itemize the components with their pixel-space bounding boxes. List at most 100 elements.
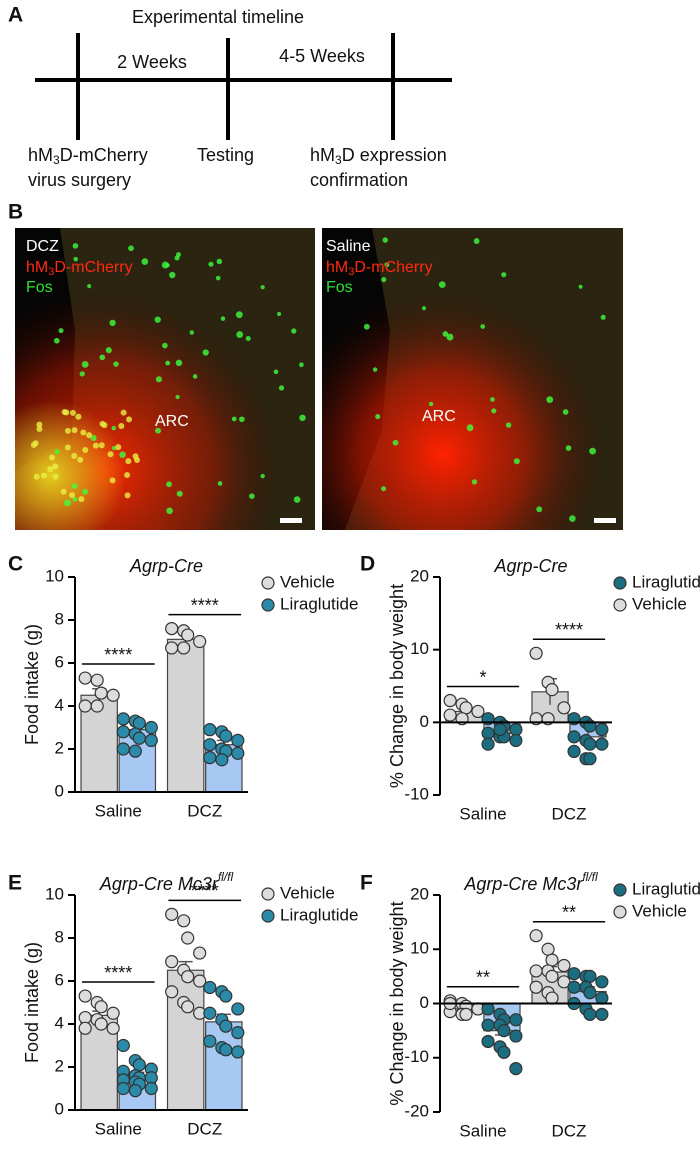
chart-title: Agrp-Cre xyxy=(129,556,203,576)
cell xyxy=(71,452,78,459)
cell xyxy=(215,275,221,281)
text: hM xyxy=(310,145,335,165)
scale-bar xyxy=(594,518,616,523)
y-tick-label: 8 xyxy=(55,927,64,946)
cell xyxy=(536,506,543,513)
y-axis-label: Food intake (g) xyxy=(22,942,42,1063)
data-point xyxy=(132,731,146,745)
legend-swatch xyxy=(261,576,275,590)
data-point xyxy=(595,737,609,751)
cell xyxy=(490,397,495,402)
text: Agrp-Cre xyxy=(493,556,567,576)
significance-label: **** xyxy=(104,963,132,983)
data-point xyxy=(509,733,523,748)
data-point xyxy=(203,980,217,995)
cell xyxy=(111,445,117,451)
cell xyxy=(505,422,512,428)
data-point xyxy=(567,730,581,744)
data-point xyxy=(231,1025,245,1040)
data-point xyxy=(509,1061,523,1076)
cell xyxy=(169,271,176,279)
data-point xyxy=(177,914,191,928)
cell xyxy=(501,272,507,278)
cell xyxy=(174,255,180,261)
data-point xyxy=(545,969,559,983)
data-point xyxy=(193,974,207,988)
legend-swatch xyxy=(261,909,275,923)
cell xyxy=(33,473,40,480)
cell xyxy=(120,409,127,416)
legend-swatch xyxy=(613,883,627,897)
cell xyxy=(124,471,131,478)
data-point xyxy=(595,1007,609,1021)
event-label: hM3D-mCherry xyxy=(28,145,148,167)
data-point xyxy=(203,723,217,737)
cell xyxy=(87,284,92,289)
y-tick-label: 10 xyxy=(45,566,64,585)
cell xyxy=(239,416,245,423)
cell xyxy=(446,333,454,341)
cell xyxy=(299,414,306,422)
y-axis-label: % Change in body weight xyxy=(387,901,407,1105)
data-point xyxy=(116,1038,130,1053)
data-point xyxy=(144,720,158,735)
chart-title: Agrp-Cre Mc3rfl/fl xyxy=(463,870,598,894)
data-point xyxy=(94,686,108,700)
cell xyxy=(113,361,119,367)
cell xyxy=(473,238,480,244)
data-point xyxy=(116,1081,130,1096)
cell xyxy=(155,427,162,434)
significance-label: **** xyxy=(191,881,219,901)
data-point xyxy=(459,701,473,715)
data-point xyxy=(481,737,495,751)
data-point xyxy=(545,991,559,1005)
text: Agrp-Cre Mc3r xyxy=(463,874,583,894)
cell xyxy=(54,449,60,455)
legend-label: Liraglutide xyxy=(632,879,700,898)
cell xyxy=(154,316,161,323)
cell xyxy=(155,376,162,383)
cell xyxy=(293,496,301,503)
data-point xyxy=(78,671,92,685)
cell xyxy=(52,463,59,470)
data-point xyxy=(219,1019,233,1033)
cell xyxy=(111,425,117,431)
data-point xyxy=(116,742,130,756)
data-point xyxy=(557,701,571,715)
region-label: ARC xyxy=(155,413,189,430)
data-point xyxy=(144,733,158,748)
micrograph xyxy=(15,228,315,530)
cell xyxy=(75,413,82,420)
legend-swatch xyxy=(261,887,275,901)
data-point xyxy=(595,975,609,989)
x-tick-label: Saline xyxy=(95,801,142,820)
cell xyxy=(99,354,106,361)
significance-label: **** xyxy=(191,595,219,615)
timeline-title: Experimental timeline xyxy=(132,7,304,27)
event-label: Testing xyxy=(197,145,254,165)
cell xyxy=(115,444,122,451)
y-tick-label: 8 xyxy=(55,609,64,628)
y-tick-label: 6 xyxy=(55,970,64,989)
cell xyxy=(141,258,149,265)
cell xyxy=(86,432,93,439)
cell xyxy=(98,442,105,449)
cell xyxy=(578,284,583,289)
data-point xyxy=(219,989,233,1003)
cell xyxy=(107,451,114,458)
cell xyxy=(82,446,89,453)
image-label: Fos xyxy=(26,279,53,296)
legend-swatch xyxy=(613,598,627,612)
chart-title: Agrp-Cre xyxy=(493,556,567,576)
cell xyxy=(175,394,180,400)
cell xyxy=(384,262,390,268)
x-tick-label: Saline xyxy=(95,1119,142,1138)
cell xyxy=(60,488,67,495)
panel-label: F xyxy=(360,872,373,895)
cell xyxy=(69,409,76,416)
y-tick-label: 0 xyxy=(55,1099,64,1118)
legend-label: Vehicle xyxy=(632,594,687,613)
data-point xyxy=(497,1024,511,1038)
cell xyxy=(381,277,387,283)
data-point xyxy=(459,1007,473,1021)
